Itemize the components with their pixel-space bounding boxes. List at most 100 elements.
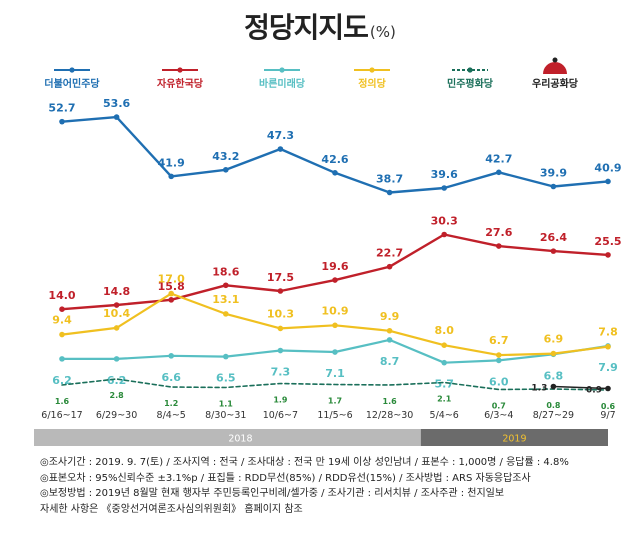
data-point-lkp: [332, 277, 338, 283]
data-label-justice: 8.0: [434, 324, 454, 337]
series-line-rep: [552, 385, 609, 390]
x-tick-label: 8/4~5: [157, 410, 186, 421]
data-point-dem: [223, 166, 229, 173]
data-label-peace: 0.7: [492, 402, 506, 411]
period-bar: [34, 429, 447, 446]
data-point-lkp: [277, 288, 284, 294]
data-point-bar: [277, 347, 284, 354]
data-point-dem: [168, 173, 174, 180]
data-point-bar: [496, 357, 502, 364]
x-tick-label: 8/27~29: [533, 410, 574, 421]
data-point-bar: [223, 353, 229, 360]
note-line: ◎보정방법 : 2019년 8월말 현재 행자부 주민등록인구비례/셀가중 / …: [40, 488, 505, 499]
data-label-bar: 6.0: [489, 375, 509, 388]
data-point-bar: [441, 359, 448, 366]
legend-marker: [69, 67, 75, 73]
data-point-dem: [277, 146, 284, 152]
data-label-lkp: 14.0: [48, 289, 75, 302]
data-label-dem: 38.7: [376, 173, 403, 186]
data-point-rep: [550, 383, 557, 390]
legend-label: 민주평화당: [447, 77, 494, 90]
data-point-lkp: [386, 263, 393, 270]
data-label-bar: 7.9: [598, 361, 618, 374]
data-label-peace: 0.6: [601, 402, 616, 411]
x-tick-label: 9/7: [600, 410, 615, 421]
period-bar: [420, 429, 608, 446]
data-label-justice: 6.9: [544, 333, 564, 346]
legend-label: 바른미래당: [259, 77, 306, 90]
period-label: 2019: [502, 434, 526, 445]
data-point-dem: [386, 189, 393, 196]
series-line-peace: [61, 378, 609, 391]
data-label-dem: 53.6: [103, 97, 130, 110]
data-point-justice: [168, 290, 174, 297]
data-label-peace: 1.9: [273, 396, 288, 405]
data-point-lkp: [59, 306, 65, 313]
data-point-justice: [441, 342, 448, 349]
data-point-justice: [605, 343, 611, 350]
data-label-justice: 7.8: [598, 326, 618, 339]
legend-marker: [279, 67, 285, 73]
data-label-justice: 10.9: [321, 304, 348, 317]
data-label-lkp: 19.6: [321, 260, 348, 273]
x-tick-label: 6/16~17: [41, 410, 82, 421]
data-point-dem: [113, 114, 120, 120]
data-label-peace: 1.6: [383, 397, 398, 406]
data-label-dem: 43.2: [212, 150, 239, 163]
data-label-bar: 5.7: [434, 378, 454, 391]
data-label-rep: 0.9: [586, 386, 602, 396]
x-tick-label: 8/30~31: [205, 410, 246, 421]
data-label-dem: 47.3: [267, 129, 294, 142]
data-point-lkp: [550, 248, 557, 254]
data-label-justice: 9.9: [380, 310, 400, 323]
data-label-justice: 10.4: [103, 307, 130, 320]
data-point-rep: [605, 385, 611, 392]
x-tick-label: 5/4~6: [430, 410, 459, 421]
data-point-bar: [59, 356, 65, 362]
note-line: ◎표본오차 : 95%신뢰수준 ±3.1%p / 표집틀 : RDD무선(85%…: [40, 472, 531, 484]
data-label-justice: 10.3: [267, 307, 294, 320]
data-label-lkp: 30.3: [431, 215, 458, 228]
data-label-rep: 1.3: [531, 384, 547, 394]
survey-notes: ◎조사기간 : 2019. 9. 7(토) / 조사지역 : 전국 / 조사대상…: [40, 455, 620, 517]
legend-swatch: [543, 62, 567, 74]
data-label-justice: 13.1: [212, 293, 239, 306]
data-point-justice: [59, 331, 65, 338]
data-label-peace: 2.8: [110, 391, 125, 400]
data-point-bar: [168, 353, 174, 359]
legend-marker: [552, 57, 558, 63]
data-label-bar: 6.2: [107, 374, 127, 387]
data-label-lkp: 14.8: [103, 285, 130, 298]
legend-marker: [467, 67, 473, 73]
legend-label: 자유한국당: [157, 77, 204, 90]
title-text: 정당지지도: [244, 11, 369, 44]
data-point-justice: [386, 327, 393, 334]
data-label-bar: 6.6: [161, 371, 181, 384]
data-label-peace: 1.6: [55, 397, 70, 406]
legend-label: 정의당: [358, 77, 386, 90]
data-label-justice: 9.4: [52, 314, 72, 327]
data-point-lkp: [496, 243, 502, 249]
data-label-dem: 39.6: [431, 168, 458, 181]
data-point-justice: [550, 350, 557, 357]
x-tick-label: 6/3~4: [484, 410, 513, 421]
data-label-bar: 7.3: [271, 366, 291, 379]
data-label-dem: 39.9: [540, 167, 567, 180]
x-tick-label: 10/6~7: [263, 410, 298, 421]
data-point-dem: [332, 170, 338, 176]
data-label-justice: 6.7: [489, 334, 509, 347]
data-point-dem: [496, 169, 502, 176]
data-label-peace: 2.1: [437, 395, 452, 404]
data-point-bar: [332, 349, 338, 355]
data-label-lkp: 22.7: [376, 247, 403, 260]
legend-marker: [177, 67, 183, 73]
data-point-lkp: [441, 231, 448, 238]
chart-title: 정당지지도 (%): [0, 6, 640, 46]
x-tick-label: 6/29~30: [96, 410, 137, 421]
x-tick-label: 11/5~6: [317, 410, 352, 421]
data-point-justice: [113, 325, 120, 331]
legend-marker: [369, 67, 375, 73]
data-point-lkp: [223, 282, 229, 289]
data-label-peace: 1.1: [219, 400, 234, 409]
